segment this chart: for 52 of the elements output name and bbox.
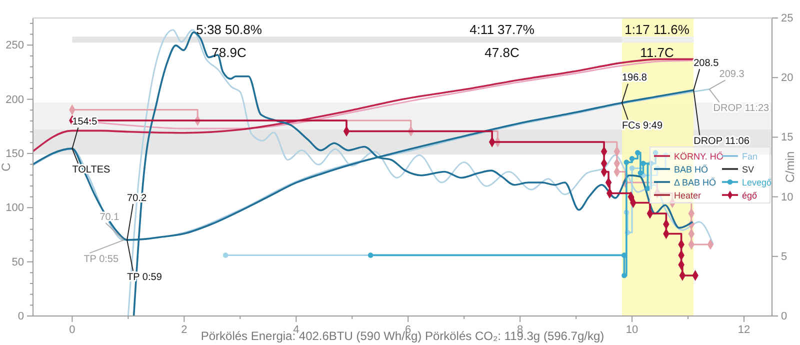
y2-tick-label: 15	[781, 132, 794, 144]
point	[640, 160, 646, 166]
y2-tick-label: 5	[781, 250, 788, 263]
point	[624, 160, 630, 165]
point	[629, 156, 635, 162]
y-tick-label: 100	[6, 202, 24, 214]
y2-tick-label: 0	[781, 310, 788, 323]
y2-tick-label: 20	[781, 72, 794, 84]
legend-label: KÖRNY. HŐ	[674, 152, 724, 162]
point	[634, 150, 640, 156]
annotation: FCs 9:49	[622, 120, 663, 132]
point	[652, 150, 658, 156]
legend-label: BAB HŐ	[674, 164, 708, 174]
legend-label: SV	[742, 164, 754, 174]
y2-tick-label: 25	[781, 12, 794, 25]
annotation: 11.7C	[640, 45, 674, 60]
y-axis-title: C	[0, 162, 13, 172]
annotation: 208.5	[694, 58, 720, 70]
annotation: DROP 11:06	[694, 136, 750, 148]
point	[222, 252, 228, 258]
y2-tick-label: 10	[781, 191, 794, 204]
annotation: 1:17 11.6%	[624, 22, 690, 37]
y-tick-label: 200	[6, 94, 24, 106]
annotation: TP 0:55	[84, 254, 119, 266]
annotation: 78.9C	[212, 45, 246, 60]
annotation: 209.3	[719, 69, 745, 80]
x-tick-label: 4	[293, 324, 300, 336]
annotation: 4:11 37.7%	[470, 22, 535, 37]
x-tick-label: 12	[738, 324, 750, 336]
line-series	[33, 58, 695, 152]
annotation: 47.8C	[484, 45, 520, 60]
point	[629, 166, 635, 171]
legend-label: Heater	[674, 190, 702, 200]
x-tick-label: 2	[181, 324, 188, 336]
legend-label: Fan	[742, 152, 758, 162]
y-tick-label: 150	[6, 148, 24, 160]
legend-label: Levegő	[742, 178, 772, 188]
y-tick-label: 0	[18, 310, 24, 323]
legend-label: égő	[742, 190, 758, 200]
y2-axis-title: C/min	[783, 151, 797, 183]
point	[638, 170, 644, 176]
y-tick-label: 50	[12, 256, 24, 268]
x-tick-label: 0	[69, 324, 76, 336]
point	[368, 252, 374, 258]
annotation: 196.8	[622, 72, 648, 84]
y-tick-label: 250	[6, 40, 24, 52]
x-tick-label: 10	[626, 324, 638, 336]
legend-label: Δ BAB HŐ	[674, 178, 716, 188]
annotation: 5:38 50.8%	[196, 22, 262, 37]
point	[622, 272, 627, 278]
annotation: DROP 11:23	[713, 103, 770, 114]
point	[648, 160, 654, 166]
